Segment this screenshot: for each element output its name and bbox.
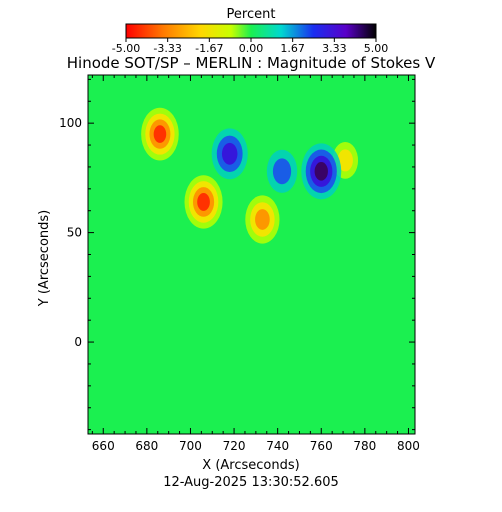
y-tick-label: 100 [59,116,82,130]
y-axis-ticks: 0 50 100 [59,78,415,431]
timestamp: 12-Aug-2025 13:30:52.605 [163,475,339,490]
x-tick-label: 760 [310,439,333,453]
colorbar-tick-label: 0.00 [239,42,264,55]
feature-negative [245,195,280,244]
feature-negative [184,175,223,229]
y-axis-label: Y (Arcseconds) [37,210,52,307]
colorbar-tick-label: 5.00 [364,42,389,55]
x-tick-label: 800 [397,439,420,453]
x-tick-label: 660 [92,439,115,453]
x-tick-label: 700 [179,439,202,453]
colorbar [125,23,377,39]
colorbar-ticks: -5.00 -3.33 -1.67 0.00 1.67 3.33 5.00 [112,38,388,55]
x-tick-label: 780 [353,439,376,453]
heatmap-background [88,75,415,434]
colorbar-tick-label: -3.33 [153,42,181,55]
x-tick-label: 740 [266,439,289,453]
colorbar-tick-label: 3.33 [322,42,347,55]
colorbar-tick-label: -5.00 [112,42,140,55]
x-axis-label: X (Arcseconds) [202,458,299,473]
y-tick-label: 0 [74,335,82,349]
y-tick-label: 50 [67,226,82,240]
feature-positive [211,128,248,180]
chart-title: Hinode SOT/SP – MERLIN : Magnitude of St… [67,54,436,72]
x-axis-ticks: 660 680 700 720 740 760 780 800 [92,75,420,453]
feature-positive [301,143,342,200]
heatmap-features [141,107,359,244]
x-tick-label: 680 [135,439,158,453]
feature-positive [266,149,298,193]
colorbar-label: Percent [227,7,276,22]
colorbar-tick-label: 1.67 [280,42,305,55]
feature-negative [141,107,179,161]
colorbar-tick-label: -1.67 [195,42,223,55]
heatmap-area [88,75,415,434]
x-tick-label: 720 [223,439,246,453]
